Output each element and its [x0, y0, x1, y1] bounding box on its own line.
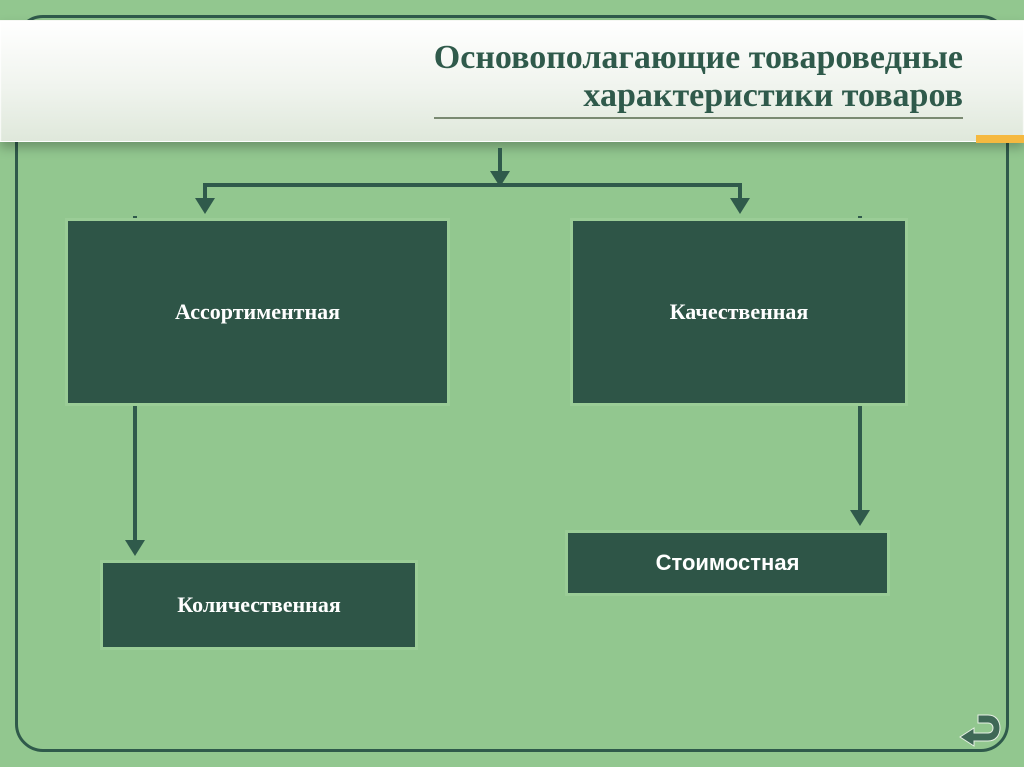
box-assortment-label: Ассортиментная	[175, 299, 340, 325]
box-quality-label: Качественная	[670, 299, 809, 325]
slide: Основополагающие товароведные характерис…	[0, 0, 1024, 767]
title-line2: характеристики товаров	[583, 77, 963, 114]
box-quality: Качественная	[570, 218, 908, 406]
accent-bar	[976, 135, 1024, 143]
title-line1: Основополагающие товароведные	[434, 39, 963, 76]
title-text: Основополагающие товароведные характерис…	[434, 39, 963, 119]
back-arrow-icon	[958, 709, 1002, 747]
box-assortment: Ассортиментная	[65, 218, 450, 406]
box-cost-label: Стоимостная	[656, 550, 800, 576]
box-quantity-label: Количественная	[177, 592, 341, 618]
back-button[interactable]	[958, 709, 1002, 747]
box-cost: Стоимостная	[565, 530, 890, 596]
box-quantity: Количественная	[100, 560, 418, 650]
title-box: Основополагающие товароведные характерис…	[0, 20, 1024, 142]
